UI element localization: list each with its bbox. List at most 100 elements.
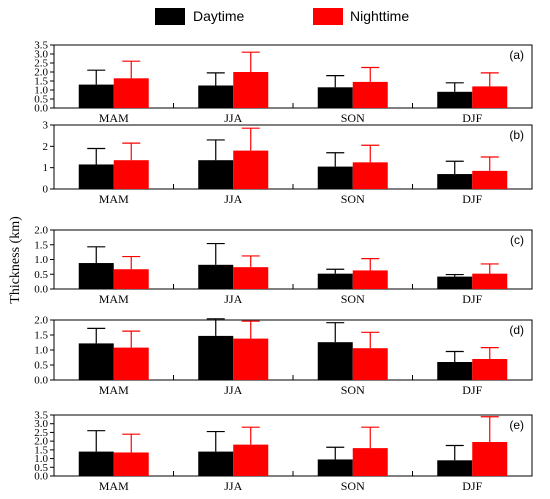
panel-3: 0.0 0.5 1.0 1.5 2.0 MAM JJA SON DJF (c) xyxy=(34,225,533,306)
y-tick-label: 0.5 xyxy=(34,269,48,281)
y-tick-label: 1.0 xyxy=(34,345,48,357)
bar-daytime-son xyxy=(317,166,353,189)
x-category-label: SON xyxy=(341,111,365,125)
bar-nighttime-djf xyxy=(472,359,508,380)
x-category-label: JJA xyxy=(224,479,242,493)
x-category-label: JJA xyxy=(224,111,242,125)
x-category-label: DJF xyxy=(462,111,482,125)
y-tick-label: 0.0 xyxy=(34,375,48,387)
y-tick-label: 0.5 xyxy=(34,94,48,106)
bar-nighttime-mam xyxy=(113,269,149,289)
x-category-label: SON xyxy=(341,383,365,397)
y-axis-label: Thickness (km) xyxy=(8,216,23,304)
x-category-label: SON xyxy=(341,192,365,206)
legend-swatch-nighttime xyxy=(313,8,343,25)
y-tick-label: 3.5 xyxy=(34,410,48,422)
legend-label-nighttime: Nighttime xyxy=(350,8,409,24)
y-tick-label: 1.0 xyxy=(34,453,48,465)
x-category-label: MAM xyxy=(99,111,129,125)
panel-2: 0 1 2 3 MAM JJA SON DJF (b) xyxy=(43,120,533,206)
y-tick-label: 0.0 xyxy=(34,284,48,296)
bar-nighttime-mam xyxy=(113,452,149,476)
bar-nighttime-jja xyxy=(233,267,269,289)
y-tick-label: 2 xyxy=(43,141,49,153)
bar-daytime-mam xyxy=(78,84,114,108)
bar-daytime-jja xyxy=(198,85,234,108)
bar-nighttime-son xyxy=(352,81,388,108)
y-tick-label: 1.5 xyxy=(34,76,48,88)
y-tick-label: 2.5 xyxy=(34,58,48,70)
bar-nighttime-son xyxy=(352,448,388,476)
y-tick-label: 3.0 xyxy=(34,418,48,430)
bar-daytime-jja xyxy=(198,451,234,476)
panel-4: 0.0 0.5 1.0 1.5 2.0 MAM JJA SON DJF (d) xyxy=(34,315,533,397)
bar-nighttime-son xyxy=(352,348,388,380)
x-category-label: SON xyxy=(341,479,365,493)
legend-swatch-daytime xyxy=(155,8,185,25)
bar-nighttime-mam xyxy=(113,78,149,108)
bar-nighttime-djf xyxy=(472,273,508,289)
y-tick-label: 2.5 xyxy=(34,427,48,439)
bar-daytime-son xyxy=(317,342,353,380)
y-tick-label: 0.5 xyxy=(34,360,48,372)
y-tick-label: 1.0 xyxy=(34,85,48,97)
y-tick-label: 1.5 xyxy=(34,444,48,456)
bar-daytime-son xyxy=(317,273,353,289)
x-category-label: DJF xyxy=(462,292,482,306)
panel-label: (c) xyxy=(510,233,524,247)
bar-daytime-djf xyxy=(437,91,473,108)
y-tick-label: 1.0 xyxy=(34,254,48,266)
bar-nighttime-djf xyxy=(472,170,508,189)
x-category-label: DJF xyxy=(462,479,482,493)
bar-nighttime-jja xyxy=(233,72,269,108)
y-tick-label: 3.5 xyxy=(34,40,48,52)
bar-daytime-mam xyxy=(78,263,114,289)
y-tick-label: 2.0 xyxy=(34,225,48,237)
y-tick-label: 1 xyxy=(43,162,49,174)
x-category-label: MAM xyxy=(99,292,129,306)
x-category-label: DJF xyxy=(462,383,482,397)
y-tick-label: 1.5 xyxy=(34,330,48,342)
x-category-label: MAM xyxy=(99,479,129,493)
x-category-label: JJA xyxy=(224,192,242,206)
panel-5: 0.00.51.01.52.02.53.03.5 MAM JJA SON DJF (e) xyxy=(34,410,533,493)
bar-daytime-mam xyxy=(78,164,114,189)
x-category-label: DJF xyxy=(462,192,482,206)
panel-label: (d) xyxy=(509,323,524,337)
bar-daytime-djf xyxy=(437,460,473,476)
y-tick-label: 3.0 xyxy=(34,49,48,61)
bar-daytime-mam xyxy=(78,343,114,380)
bar-nighttime-djf xyxy=(472,442,508,476)
x-category-label: JJA xyxy=(224,292,242,306)
bar-daytime-son xyxy=(317,459,353,476)
bar-daytime-djf xyxy=(437,362,473,380)
y-tick-label: 0.0 xyxy=(34,471,48,483)
x-category-label: JJA xyxy=(224,383,242,397)
x-category-label: MAM xyxy=(99,192,129,206)
bar-nighttime-djf xyxy=(472,86,508,108)
legend-label-daytime: Daytime xyxy=(193,8,245,24)
legend: Daytime Nighttime xyxy=(155,8,409,25)
y-tick-label: 1.5 xyxy=(34,239,48,251)
y-tick-label: 2.0 xyxy=(34,315,48,327)
y-tick-label: 0 xyxy=(43,184,49,196)
bar-nighttime-mam xyxy=(113,160,149,189)
bar-nighttime-jja xyxy=(233,338,269,380)
panel-label: (e) xyxy=(509,418,524,432)
bar-nighttime-jja xyxy=(233,444,269,476)
panel-label: (b) xyxy=(509,128,524,142)
bar-daytime-son xyxy=(317,87,353,108)
bar-nighttime-son xyxy=(352,270,388,289)
bar-nighttime-son xyxy=(352,162,388,189)
y-tick-label: 3 xyxy=(43,120,49,132)
panel-1: 0.00.51.01.52.02.53.03.5 MAM JJA SON DJF (a) xyxy=(34,40,533,125)
y-tick-label: 0.5 xyxy=(34,462,48,474)
bar-daytime-mam xyxy=(78,451,114,476)
y-tick-label: 2.0 xyxy=(34,436,48,448)
bar-daytime-jja xyxy=(198,264,234,289)
bar-nighttime-mam xyxy=(113,347,149,380)
panel-label: (a) xyxy=(509,48,524,62)
y-tick-label: 2.0 xyxy=(34,67,48,79)
